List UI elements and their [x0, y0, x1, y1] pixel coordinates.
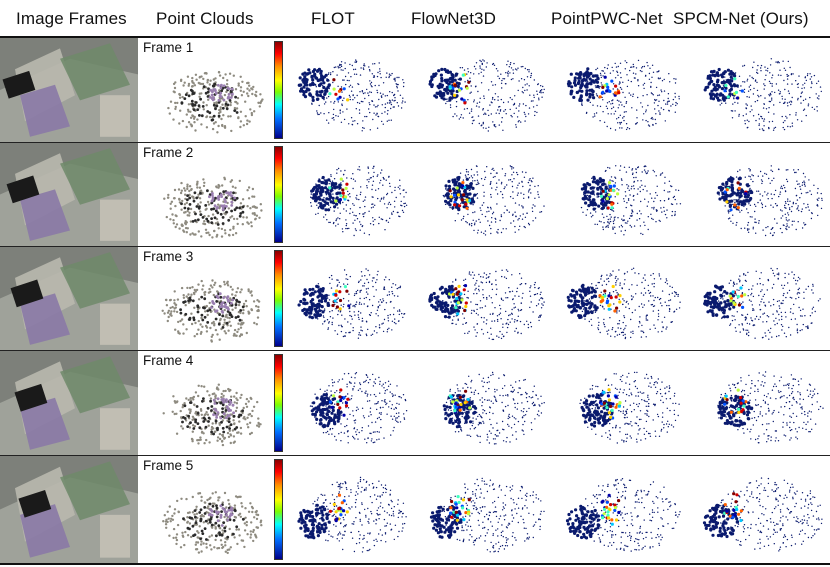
image-frame-photo	[0, 456, 138, 563]
flow-error-panel-3	[566, 59, 680, 131]
flow-error-panel-4	[702, 477, 823, 552]
flow-error-panel-3	[580, 165, 682, 236]
top-rule	[0, 36, 830, 38]
image-frame-photo	[0, 247, 138, 350]
flow-error-panel-2	[442, 165, 545, 236]
flow-error-panel-3	[565, 478, 681, 552]
header-flot: FLOT	[311, 9, 355, 28]
frame-row-1: Frame 1	[0, 38, 830, 142]
frame-label: Frame 1	[141, 40, 196, 55]
flow-error-panel-1	[297, 59, 406, 132]
colorbar	[274, 354, 283, 452]
photo-render	[0, 456, 138, 563]
image-frame-photo	[0, 143, 138, 246]
frame-label: Frame 4	[141, 353, 196, 368]
flow-error-panel-4	[703, 267, 821, 340]
flow-error-panel-1	[310, 165, 408, 237]
frame-label: Frame 2	[141, 145, 196, 160]
point-cloud-panel	[163, 176, 263, 239]
divider-3	[0, 350, 830, 351]
flow-error-panel-2	[442, 371, 545, 445]
frame-row-4: Frame 4	[0, 351, 830, 455]
flow-error-panel-2	[428, 269, 545, 341]
image-frame-photo	[0, 38, 138, 142]
point-cloud-panel	[167, 70, 264, 134]
header-image-frames: Image Frames	[16, 9, 127, 28]
image-frame-photo	[0, 351, 138, 455]
photo-render	[0, 351, 138, 455]
header-spcm: SPCM-Net (Ours)	[673, 9, 809, 28]
photo-render	[0, 143, 138, 246]
flow-error-panel-1	[309, 372, 408, 444]
point-cloud-panel	[162, 491, 263, 555]
flow-error-panel-1	[297, 476, 407, 553]
flow-error-panel-1	[297, 268, 406, 339]
colorbar	[274, 459, 283, 560]
flow-error-panel-4	[703, 58, 822, 132]
header-pointpwc: PointPWC-Net	[551, 9, 663, 28]
colorbar	[274, 146, 283, 243]
divider-1	[0, 142, 830, 143]
point-cloud-panel	[161, 279, 261, 343]
header-flownet3d: FlowNet3D	[411, 9, 496, 28]
frame-row-2: Frame 2	[0, 143, 830, 246]
frame-label: Frame 5	[141, 458, 196, 473]
colorbar	[274, 41, 283, 139]
photo-render	[0, 38, 138, 142]
photo-render	[0, 247, 138, 350]
flow-error-panel-2	[429, 477, 545, 553]
flow-error-panel-4	[717, 371, 824, 444]
bottom-rule	[0, 563, 830, 565]
divider-4	[0, 455, 830, 456]
point-cloud-panel	[162, 383, 262, 447]
divider-2	[0, 246, 830, 247]
frame-row-3: Frame 3	[0, 247, 830, 350]
frame-label: Frame 3	[141, 249, 196, 264]
colorbar	[274, 250, 283, 347]
frame-row-5: Frame 5	[0, 456, 830, 563]
flow-error-panel-4	[716, 165, 823, 237]
flow-error-panel-3	[579, 371, 680, 444]
flow-error-panel-3	[566, 267, 681, 340]
flow-error-panel-2	[428, 59, 545, 132]
header-point-clouds: Point Clouds	[156, 9, 254, 28]
